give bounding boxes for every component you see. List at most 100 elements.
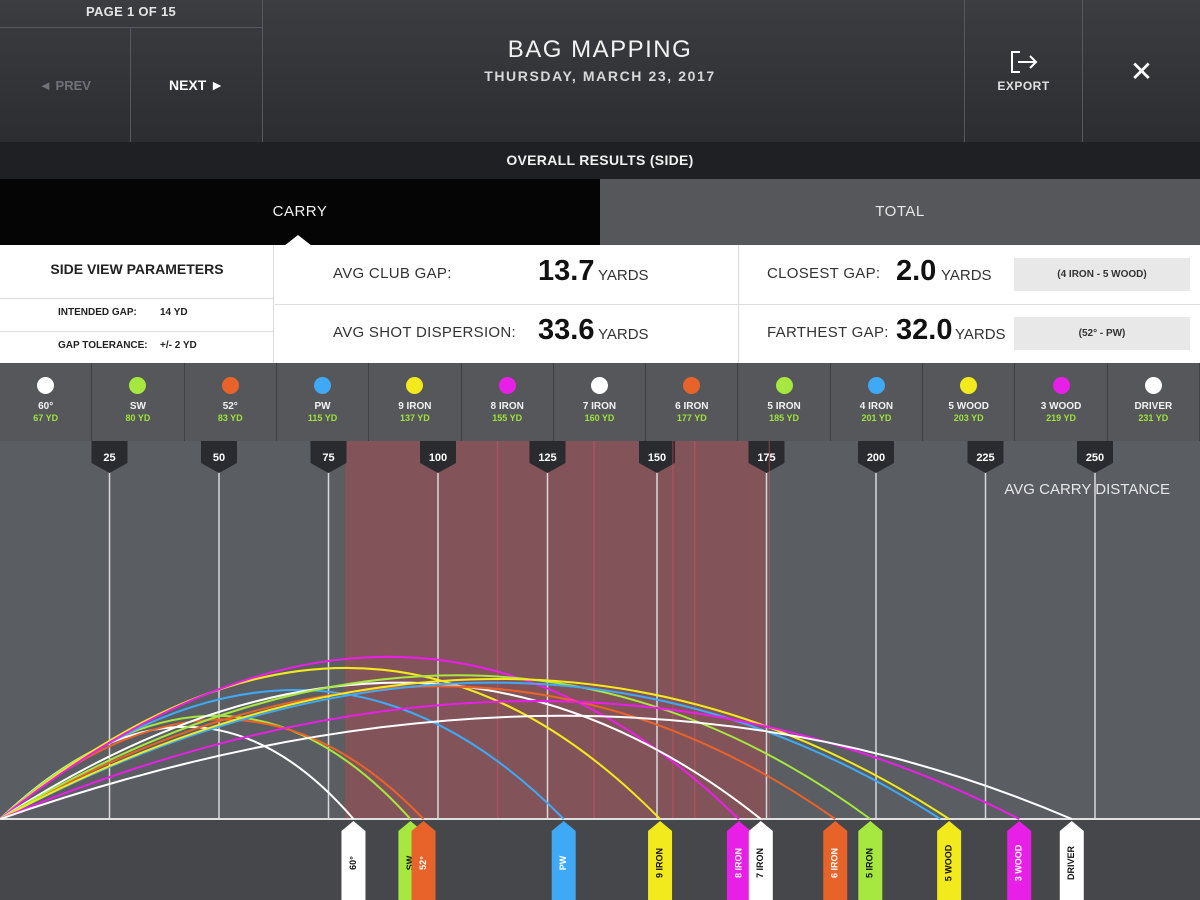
carry-distance-chart: 25 50 75 100 125 150 175 200 225 250 AVG CARRY DIS… (0, 441, 1200, 900)
club-color-dot (406, 377, 424, 394)
club-color-dot (1052, 377, 1070, 394)
close-icon: ✕ (1129, 55, 1154, 87)
tick-tag (420, 441, 456, 473)
farthest-gap-value: 32.0 (896, 314, 953, 346)
landing-marker (858, 821, 883, 900)
avg-club-gap-value: 13.7 (538, 255, 595, 287)
landing-marker (937, 821, 962, 900)
club-legend-item[interactable]: 3 WOOD 219 YD (1015, 363, 1108, 441)
trajectory-line (0, 681, 941, 820)
tick-tag (748, 441, 785, 473)
club-legend-item[interactable]: 52° 83 YD (185, 363, 277, 441)
tick-label: 100 (429, 452, 447, 464)
intended-gap-value: 14 YD (160, 307, 188, 318)
intended-gap-label: INTENDED GAP: (58, 307, 137, 318)
club-color-dot (37, 377, 55, 394)
tab-total[interactable]: TOTAL (600, 179, 1200, 245)
landing-marker-label: 8 IRON (733, 848, 743, 878)
export-label: EXPORT (997, 79, 1050, 93)
club-legend-item[interactable]: SW 80 YD (92, 363, 185, 441)
club-name: SW (129, 401, 146, 412)
club-legend-item[interactable]: 60° 67 YD (0, 363, 93, 441)
divider (0, 27, 262, 28)
club-legend-item[interactable]: 9 IRON 137 YD (369, 363, 462, 441)
farthest-gap-label: FARTHEST GAP: (767, 324, 889, 341)
trajectory-line (0, 714, 1073, 820)
club-name: 7 IRON (582, 401, 617, 412)
club-color-dot (498, 377, 516, 394)
next-button[interactable]: NEXT ► (168, 77, 225, 93)
club-distance: 115 YD (307, 413, 338, 423)
club-legend-item[interactable]: 8 IRON 155 YD (462, 363, 554, 441)
club-distance: 185 YD (769, 413, 800, 423)
landing-marker-label: 6 IRON (830, 848, 840, 878)
title-block: BAG MAPPING THURSDAY, MARCH 23, 2017 (400, 36, 800, 84)
club-distance: 203 YD (953, 413, 984, 423)
landing-marker (341, 821, 366, 900)
club-distance: 231 YD (1138, 413, 1169, 423)
club-legend-item[interactable]: 5 IRON 185 YD (738, 363, 831, 441)
club-legend-item[interactable]: 6 IRON 177 YD (646, 363, 739, 441)
club-distance: 67 YD (33, 413, 59, 423)
club-legend-item[interactable]: 4 IRON 201 YD (831, 363, 924, 441)
club-color-dot (314, 377, 332, 394)
club-name: 3 WOOD (1040, 401, 1082, 412)
club-color-dot (867, 377, 885, 394)
landing-marker-label: 5 WOOD (944, 844, 954, 881)
landing-marker-label: 7 IRON (755, 848, 765, 878)
landing-marker (1059, 821, 1084, 900)
export-button[interactable]: EXPORT (965, 0, 1082, 142)
club-color-dot (1144, 377, 1162, 394)
close-button[interactable]: ✕ (1083, 0, 1200, 142)
closest-gap-stat: CLOSEST GAP: 2.0 YARDS (739, 245, 1200, 304)
tab-carry[interactable]: CARRY (0, 179, 600, 245)
tick-tag (529, 441, 566, 473)
tick-tag (639, 441, 675, 473)
avg-club-gap-stat: AVG CLUB GAP: 13.7 YARDS (275, 245, 738, 304)
results-title: OVERALL RESULTS (SIDE) (0, 142, 1200, 179)
divider (964, 0, 965, 142)
landing-marker (748, 821, 773, 900)
landing-marker (411, 821, 436, 900)
tick-label: 175 (757, 452, 775, 464)
club-color-dot (683, 377, 701, 394)
tick-label: 50 (213, 452, 225, 464)
tick-tag (201, 441, 237, 473)
club-distance: 160 YD (584, 413, 615, 423)
club-distance: 155 YD (492, 413, 523, 423)
axis-label: AVG CARRY DISTANCE (1004, 481, 1170, 498)
club-color-dot (221, 377, 239, 394)
landing-marker-label: 9 IRON (654, 848, 664, 878)
club-name: 52° (222, 401, 238, 412)
trajectory-line (0, 715, 412, 820)
closest-gap-label: CLOSEST GAP: (767, 265, 881, 282)
club-legend-item[interactable]: PW 115 YD (277, 363, 370, 441)
club-color-dot (775, 377, 793, 394)
club-name: 4 IRON (859, 401, 894, 412)
tick-label: 250 (1086, 452, 1104, 464)
avg-shot-dispersion-label: AVG SHOT DISPERSION: (333, 324, 516, 341)
club-legend-item[interactable]: DRIVER 231 YD (1108, 363, 1200, 441)
club-legend-item[interactable]: 7 IRON 160 YD (554, 363, 647, 441)
prev-button[interactable]: ◄ PREV (39, 77, 91, 93)
club-color-dot (960, 377, 978, 394)
club-legend-item[interactable]: 5 WOOD 203 YD (923, 363, 1016, 441)
tick-label: 225 (976, 452, 994, 464)
gap-zone (344, 441, 767, 819)
club-distance: 137 YD (399, 413, 430, 423)
gap-tolerance-value: +/- 2 YD (160, 340, 197, 351)
avg-club-gap-unit: YARDS (598, 267, 649, 284)
landing-marker-label: 3 WOOD (1014, 844, 1024, 881)
club-legend-bar: 60° 67 YD SW 80 YD 52° 83 YD PW 115 YD 9 IRON 137… (0, 363, 1200, 441)
landing-marker-label: 52° (418, 856, 428, 870)
stats-panel: SIDE VIEW PARAMETERS INTENDED GAP: 14 YD… (0, 245, 1200, 363)
club-color-dot (129, 377, 147, 394)
active-tab-pointer (284, 235, 312, 246)
club-distance: 177 YD (676, 413, 707, 423)
tick-tag (1077, 441, 1113, 473)
club-name: 5 IRON (767, 401, 801, 412)
gap-tolerance-label: GAP TOLERANCE: (58, 340, 148, 351)
landing-marker (551, 821, 576, 900)
club-name: 8 IRON (490, 401, 524, 412)
landing-marker (726, 821, 751, 900)
